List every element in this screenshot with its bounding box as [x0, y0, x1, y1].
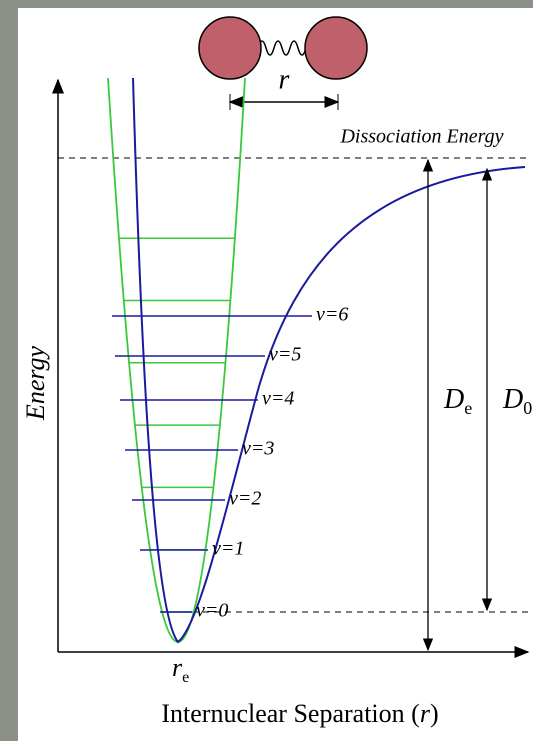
level-label: v=6 — [316, 304, 348, 326]
level-label: v=4 — [262, 388, 294, 410]
y-axis-label: Energy — [21, 345, 50, 421]
dissociation-label: Dissociation Energy — [339, 126, 503, 148]
level-label: v=2 — [229, 488, 261, 510]
panel — [18, 8, 533, 741]
level-label: v=1 — [212, 538, 244, 560]
bond-length-label: r — [279, 64, 290, 95]
diagram: r Dissociation Energy De D0 Energy re In… — [0, 0, 533, 741]
level-label: v=0 — [196, 600, 228, 622]
level-label: v=3 — [242, 438, 274, 460]
x-axis-label: Internuclear Separation (r) — [161, 699, 438, 728]
level-label: v=5 — [269, 344, 301, 366]
